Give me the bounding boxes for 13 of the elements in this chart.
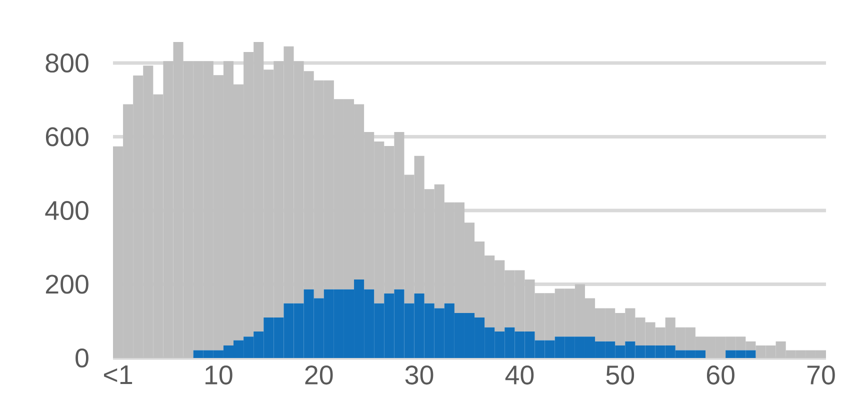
- y-tick-label: 0: [76, 348, 88, 368]
- y-tick-label: 200: [46, 274, 88, 294]
- x-tick-label: 30: [405, 366, 434, 385]
- x-tick-label: 20: [305, 366, 333, 385]
- x-tick-label: <1: [104, 366, 132, 384]
- x-tick-label: 50: [606, 366, 634, 385]
- y-tick-label: 600: [46, 127, 88, 146]
- y-tick-label: 400: [45, 200, 88, 220]
- x-tick-label: 60: [706, 366, 734, 385]
- x-tick-label: 40: [505, 366, 534, 385]
- y-tick-label: 800: [46, 53, 88, 73]
- x-tick-label: 10: [206, 366, 232, 385]
- x-tick-label: 70: [807, 366, 835, 385]
